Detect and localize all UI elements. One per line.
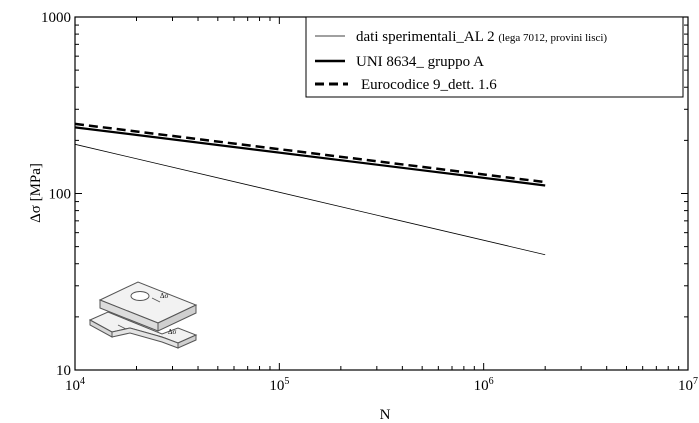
y-tick-label: 100 bbox=[49, 187, 72, 203]
series-line-dashed bbox=[74, 122, 546, 184]
series-line-thin bbox=[74, 143, 546, 256]
inset-stress-label: Δσ bbox=[160, 292, 169, 300]
x-tick-label: 105 bbox=[269, 376, 289, 394]
specimen-illustration: Δσ Δσ bbox=[88, 281, 198, 349]
legend-label-uni: UNI 8634_ gruppo A bbox=[356, 54, 484, 70]
y-tick-label: 10 bbox=[56, 363, 71, 379]
legend: dati sperimentali_AL 2 (lega 7012, provi… bbox=[305, 16, 684, 98]
legend-box bbox=[305, 16, 684, 98]
legend-label-eurocodice: Eurocodice 9_dett. 1.6 bbox=[361, 77, 497, 93]
x-tick-label: 107 bbox=[678, 376, 698, 394]
x-tick-label: 104 bbox=[65, 376, 85, 394]
legend-label-experimental: dati sperimentali_AL 2 (lega 7012, provi… bbox=[356, 29, 607, 45]
y-axis-title: Δσ [MPa] bbox=[28, 163, 44, 223]
y-tick-label: 1000 bbox=[41, 10, 71, 26]
data-series bbox=[74, 122, 546, 256]
axis-tick-labels: 104 105 106 107 10 100 1000 bbox=[41, 10, 698, 394]
x-tick-label: 106 bbox=[474, 376, 494, 394]
series-line-thick bbox=[74, 126, 546, 187]
x-axis-title: N bbox=[380, 407, 391, 423]
inset-stress-label: Δσ bbox=[168, 328, 177, 336]
